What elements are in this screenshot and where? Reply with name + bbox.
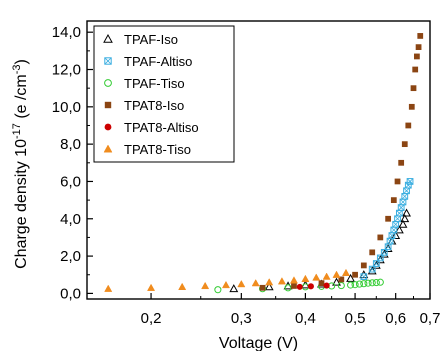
x-tick-label: 0,6 (385, 310, 406, 327)
data-point (319, 280, 325, 286)
y-tick-label: 6,0 (60, 173, 81, 190)
series-tpat8-altiso (297, 283, 330, 290)
data-point (377, 279, 383, 285)
data-point (395, 179, 401, 185)
data-point (179, 283, 186, 289)
y-tick-label: 12,0 (52, 62, 81, 79)
data-point (377, 235, 383, 241)
y-axis-title: Charge density 10-17 (e /cm-3) (11, 59, 30, 269)
data-point (414, 54, 420, 60)
legend-marker (105, 124, 112, 131)
data-point (238, 280, 245, 286)
data-point (260, 285, 266, 291)
y-axis-title-part: ) (13, 59, 30, 64)
y-tick-label: 14,0 (52, 24, 81, 41)
x-tick-label: 0,3 (231, 310, 252, 327)
legend-label: TPAF-Iso (124, 32, 178, 47)
x-tick-label: 0,4 (295, 310, 316, 327)
data-point (385, 216, 391, 222)
data-point (417, 33, 423, 39)
data-point (398, 205, 404, 211)
x-tick-label: 0,7 (420, 310, 441, 327)
y-tick-label: 8,0 (60, 136, 81, 153)
y-tick-label: 4,0 (60, 211, 81, 228)
data-point (409, 104, 415, 110)
legend-label: TPAF-Tiso (124, 76, 185, 91)
y-axis-title-superscript: -3 (11, 64, 23, 74)
data-point (202, 282, 209, 288)
data-point (404, 188, 410, 194)
data-point (147, 284, 154, 290)
y-axis-title-superscript: -17 (11, 123, 23, 139)
legend-label: TPAT8-Tiso (124, 142, 191, 157)
y-tick-label: 0,0 (60, 285, 81, 302)
data-point (333, 271, 340, 277)
series-tpaf-altiso (361, 179, 413, 280)
legend-label: TPAF-Altiso (124, 54, 192, 69)
x-axis-title: Voltage (V) (219, 335, 298, 351)
data-point (222, 281, 229, 287)
data-point (105, 285, 112, 291)
data-point (398, 160, 404, 166)
data-point (395, 216, 401, 222)
y-tick-label: 10,0 (52, 99, 81, 116)
y-tick-label: 2,0 (60, 248, 81, 265)
data-point (405, 123, 411, 129)
data-point (230, 285, 237, 291)
legend-label: TPAT8-Altiso (124, 120, 199, 135)
data-point (323, 273, 330, 279)
data-point (402, 141, 408, 147)
data-point (266, 279, 273, 285)
data-point (352, 272, 358, 278)
data-point (302, 275, 309, 281)
data-point (297, 284, 303, 290)
y-axis-title-part: Charge density 10 (13, 139, 30, 269)
data-point (412, 67, 418, 73)
data-point (369, 249, 375, 255)
legend-marker (105, 102, 111, 108)
data-point (411, 85, 417, 91)
data-point (324, 283, 330, 289)
data-point (278, 278, 285, 284)
data-point (400, 199, 406, 205)
data-point (215, 287, 221, 293)
legend-label: TPAT8-Iso (124, 98, 184, 113)
series-tpaf-iso (230, 210, 410, 292)
x-tick-label: 0,5 (345, 310, 366, 327)
data-point (290, 277, 297, 283)
data-point (285, 285, 291, 291)
data-point (396, 210, 402, 216)
data-point (302, 284, 308, 290)
data-point (416, 44, 422, 50)
data-point (361, 263, 367, 269)
data-point (291, 283, 297, 289)
data-point (393, 221, 399, 227)
y-axis-title-part: (e /cm (13, 74, 30, 123)
data-point (402, 194, 408, 200)
data-point (387, 238, 393, 244)
data-point (308, 283, 314, 289)
data-point (391, 197, 397, 203)
data-point (342, 269, 349, 275)
data-point (252, 280, 259, 286)
data-point (391, 227, 397, 233)
data-point (361, 274, 367, 280)
x-tick-label: 0,2 (141, 310, 162, 327)
data-point (313, 274, 320, 280)
series-tpat8-iso (260, 33, 423, 291)
